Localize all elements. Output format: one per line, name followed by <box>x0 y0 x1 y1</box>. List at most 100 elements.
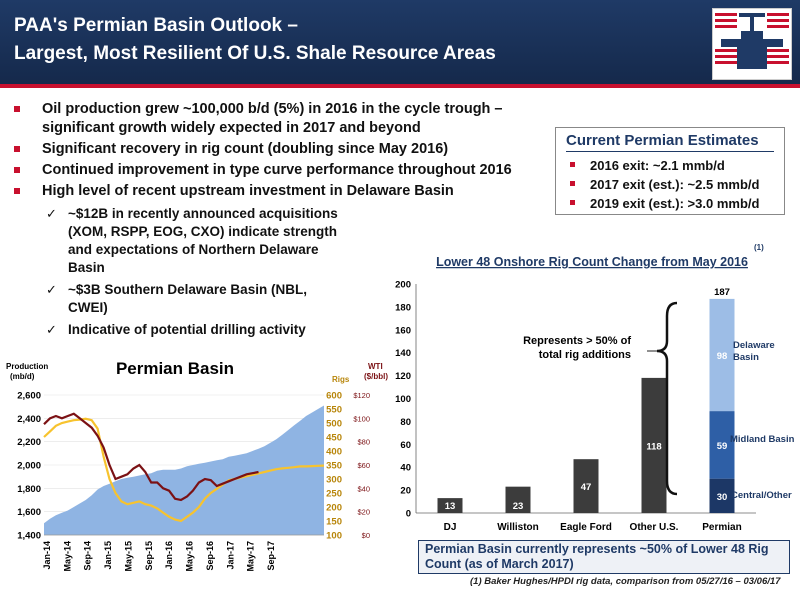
segment-value-label: 59 <box>717 441 728 452</box>
bar-total-label: 187 <box>714 287 730 298</box>
y-tick-label: 160 <box>395 325 411 336</box>
midland-label: Midland Basin <box>730 434 795 445</box>
x-tick-label: May-17 <box>246 541 256 572</box>
production-tick-label: 1,800 <box>17 484 41 495</box>
x-tick: May-14 <box>62 541 72 572</box>
stacked-bar-segment <box>709 478 735 513</box>
x-tick: Jan-16 <box>164 541 174 570</box>
delaware-label-line-1: Delaware <box>733 340 775 351</box>
x-tick: May-16 <box>185 541 195 572</box>
x-tick: Sep-16 <box>205 541 215 571</box>
rig-tick-label: 200 <box>326 503 342 514</box>
stacked-bar-segment <box>709 411 735 479</box>
title-footnote-marker: (1) <box>754 243 764 252</box>
x-tick: Sep-14 <box>83 541 93 571</box>
production-tick-label: 2,000 <box>17 461 41 472</box>
category-label: Permian <box>702 522 741 533</box>
rig-tick-label: 150 <box>326 517 342 528</box>
rig-tick-label: 350 <box>326 461 342 472</box>
wti-tick-label: $20 <box>357 508 370 517</box>
rig-callout-line-1: Represents > 50% of <box>523 335 631 347</box>
x-tick-label: Sep-17 <box>266 541 276 571</box>
rig-count-callout: Permian Basin currently represents ~50% … <box>418 540 790 574</box>
wti-axis-unit: ($/bbl) <box>364 372 388 381</box>
checkmark-icon: ✓ <box>46 282 57 297</box>
checkmark-icon: ✓ <box>46 322 57 337</box>
x-tick: Jan-17 <box>225 541 235 570</box>
category-label: Other U.S. <box>630 522 679 533</box>
rigs-axis-label: Rigs <box>332 375 350 384</box>
x-tick: May-17 <box>246 541 256 572</box>
bullet-square-icon <box>14 167 20 173</box>
permian-estimates-box: Current Permian Estimates 2016 exit: ~2.… <box>555 127 785 215</box>
y-tick-label: 40 <box>400 463 411 474</box>
x-tick: Sep-15 <box>144 541 154 571</box>
bar <box>505 486 531 513</box>
bullet-square-icon <box>570 181 575 186</box>
rig-tick-label: 400 <box>326 447 342 458</box>
x-tick-label: Jan-17 <box>225 541 235 570</box>
bullet-item: Significant recovery in rig count (doubl… <box>10 140 570 159</box>
stacked-bar-segment <box>709 298 735 412</box>
sub-bullet-item: ✓ Indicative of potential drilling activi… <box>46 322 306 337</box>
rig-tick-label: 100 <box>326 531 342 542</box>
y-tick-label: 200 <box>395 280 411 291</box>
estimates-title: Current Permian Estimates <box>566 132 774 152</box>
rig-tick-label: 300 <box>326 475 342 486</box>
wti-tick-label: $100 <box>353 414 370 423</box>
production-tick-label: 1,600 <box>17 507 41 518</box>
wti-price-line <box>43 412 259 502</box>
rig-count-line <box>43 417 325 523</box>
sub-bullet-item: ✓ ~$3B Southern Delaware Basin (NBL, CWEI… <box>46 282 307 315</box>
rig-chart-title: Lower 48 Onshore Rig Count Change from M… <box>436 255 748 269</box>
category-label: Eagle Ford <box>560 522 612 533</box>
estimate-item: 2019 exit (est.): >3.0 mmb/d <box>566 194 774 213</box>
production-tick-label: 1,400 <box>17 531 41 542</box>
production-tick-label: 2,200 <box>17 437 41 448</box>
bullet-item: High level of recent upstream investment… <box>10 182 570 201</box>
x-tick-label: Jan-14 <box>42 541 52 570</box>
x-tick: May-15 <box>124 541 134 572</box>
wti-tick-label: $120 <box>353 391 370 400</box>
rig-count-chart: Lower 48 Onshore Rig Count Change from M… <box>395 243 795 533</box>
production-axis-unit: (mb/d) <box>10 372 35 381</box>
header-banner: PAA's Permian Basin Outlook – Largest, M… <box>0 0 800 84</box>
x-tick-label: May-14 <box>62 541 72 572</box>
rig-ticks: 100 150 200 250 300 350 400 450 500 550 600 <box>326 391 342 542</box>
bar-value-label: 118 <box>646 441 661 452</box>
wti-tick-label: $60 <box>357 461 370 470</box>
permian-basin-chart: Permian Basin Production (mb/d) Rigs WTI… <box>6 359 388 572</box>
rig-bars: DJ 13 Williston 23 Eagle Ford 47 Other U.S. 118… <box>437 287 742 533</box>
bullet-square-icon <box>570 200 575 205</box>
bar-value-label: 47 <box>581 482 592 493</box>
sub-bullet-item: ✓ ~$12B in recently announced acquisition… <box>46 206 338 275</box>
y-tick-label: 80 <box>400 417 411 428</box>
bar <box>437 498 463 513</box>
title-line-1: PAA's Permian Basin Outlook – <box>14 15 298 36</box>
bullet-square-icon <box>14 188 20 194</box>
x-tick-label: Jan-16 <box>164 541 174 570</box>
delaware-label-line-2: Basin <box>733 352 759 363</box>
x-tick-label: Jan-15 <box>103 541 113 570</box>
wti-tick-label: $80 <box>357 438 370 447</box>
rig-callout-line-2: total rig additions <box>539 349 631 361</box>
callout-bracket-icon <box>656 301 678 496</box>
rig-tick-label: 600 <box>326 391 342 402</box>
x-tick: Jan-14 <box>42 541 52 570</box>
x-tick: Jan-15 <box>103 541 113 570</box>
x-tick-label: May-16 <box>185 541 195 572</box>
bullet-square-icon <box>570 162 575 167</box>
rig-tick-label: 550 <box>326 405 342 416</box>
checkmark-icon: ✓ <box>46 206 57 221</box>
x-tick-label: Sep-16 <box>205 541 215 571</box>
bar <box>641 377 667 513</box>
x-tick-label: May-15 <box>124 541 134 572</box>
bar-value-label: 23 <box>513 501 524 512</box>
central-other-label: Central/Other <box>731 490 792 501</box>
chart-title: Permian Basin <box>116 359 234 378</box>
bullet-item: Continued improvement in type curve perf… <box>10 161 570 180</box>
rig-tick-label: 500 <box>326 419 342 430</box>
y-tick-label: 140 <box>395 348 411 359</box>
y-tick-label: 120 <box>395 371 411 382</box>
estimate-item: 2016 exit: ~2.1 mmb/d <box>566 156 774 175</box>
